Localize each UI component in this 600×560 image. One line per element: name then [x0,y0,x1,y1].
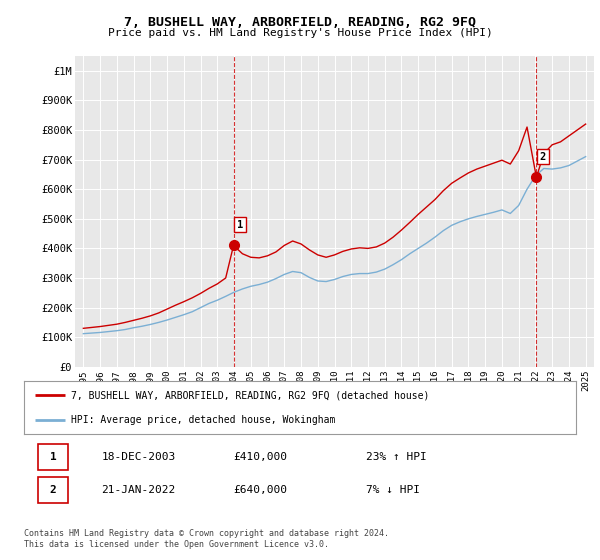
Text: 7% ↓ HPI: 7% ↓ HPI [366,485,420,495]
Text: HPI: Average price, detached house, Wokingham: HPI: Average price, detached house, Woki… [71,414,335,424]
Text: 2: 2 [50,485,56,495]
Text: 18-DEC-2003: 18-DEC-2003 [101,452,176,462]
Text: 2: 2 [540,152,546,162]
Text: £640,000: £640,000 [234,485,288,495]
Text: 21-JAN-2022: 21-JAN-2022 [101,485,176,495]
Text: 23% ↑ HPI: 23% ↑ HPI [366,452,427,462]
FancyBboxPatch shape [38,477,68,503]
Text: £410,000: £410,000 [234,452,288,462]
Text: Price paid vs. HM Land Registry's House Price Index (HPI): Price paid vs. HM Land Registry's House … [107,28,493,38]
Text: 7, BUSHELL WAY, ARBORFIELD, READING, RG2 9FQ (detached house): 7, BUSHELL WAY, ARBORFIELD, READING, RG2… [71,390,429,400]
Text: 1: 1 [50,452,56,462]
FancyBboxPatch shape [38,444,68,470]
Text: 7, BUSHELL WAY, ARBORFIELD, READING, RG2 9FQ: 7, BUSHELL WAY, ARBORFIELD, READING, RG2… [124,16,476,29]
Text: Contains HM Land Registry data © Crown copyright and database right 2024.
This d: Contains HM Land Registry data © Crown c… [24,529,389,549]
Text: 1: 1 [237,220,243,230]
